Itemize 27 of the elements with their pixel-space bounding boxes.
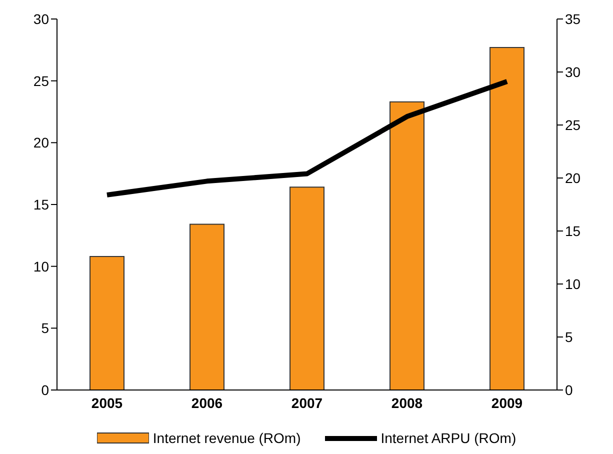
bar	[190, 224, 224, 390]
y2-tick-label: 30	[565, 64, 581, 80]
y-tick-label: 5	[41, 320, 50, 336]
y2-tick-label: 20	[565, 170, 581, 186]
y2-tick-label: 0	[565, 382, 573, 398]
y2-tick-label: 5	[565, 328, 573, 345]
y-tick-label: 30	[33, 10, 50, 27]
bar	[90, 256, 124, 390]
bar	[490, 46, 524, 390]
y2-tick-label: 35	[565, 10, 581, 27]
y-tick-label: 15	[33, 196, 50, 212]
bar	[390, 101, 424, 390]
y-tick-label: 25	[33, 72, 50, 89]
y2-tick-label: 10	[565, 276, 581, 292]
x-tick-label: 2009	[491, 394, 523, 411]
x-tick-label: 2006	[191, 394, 223, 411]
bar	[290, 186, 324, 390]
x-tick-label: 2008	[391, 394, 423, 411]
x-tick-label: 2005	[91, 394, 123, 411]
y2-tick-label: 15	[565, 222, 581, 239]
y-tick-label: 0	[41, 382, 50, 398]
y2-tick-label: 25	[565, 116, 581, 133]
x-tick-label: 2007	[291, 394, 323, 411]
y-tick-label: 20	[33, 134, 50, 151]
y-tick-label: 10	[33, 258, 50, 274]
legend-label: Internet ARPU (ROm)	[380, 430, 516, 446]
legend-label: Internet revenue (ROm)	[152, 430, 301, 446]
